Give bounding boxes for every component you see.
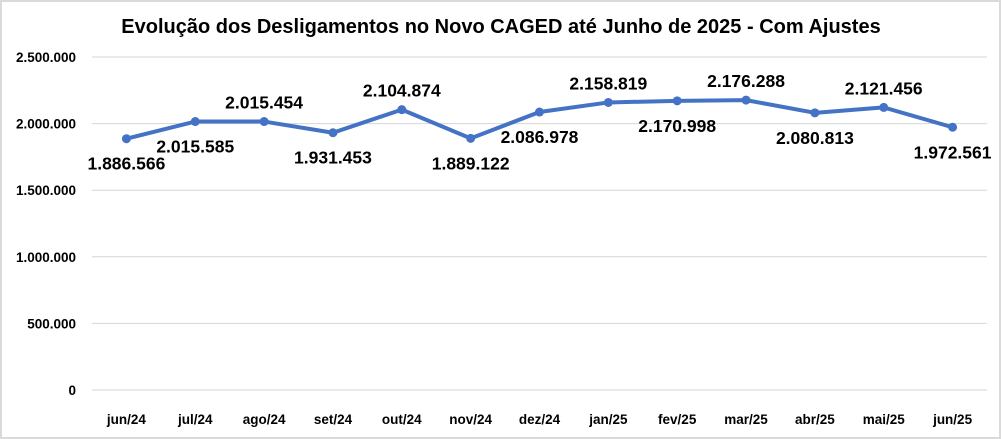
x-axis-tick-label: jan/25 [588,412,628,427]
data-point-marker [672,96,682,106]
series-group [121,95,958,144]
y-axis-tick-label: 1.000.000 [16,250,76,265]
chart-title: Evolução dos Desligamentos no Novo CAGED… [121,16,880,38]
data-point-label: 2.176.288 [707,71,785,91]
data-point-marker [190,117,200,127]
data-point-label: 1.931.453 [294,148,372,168]
y-axis-tick-label: 2.000.000 [16,117,76,132]
data-point-label: 2.104.874 [363,81,441,101]
data-point-label: 2.080.813 [776,128,854,148]
x-axis-tick-label: set/24 [314,412,353,427]
gridlines-group [92,56,987,391]
data-point-marker [948,122,958,132]
data-point-marker [810,108,820,118]
x-axis-tick-label: dez/24 [519,412,561,427]
data-point-marker [466,133,476,143]
x-axis-tick-label: out/24 [382,412,422,427]
x-axis-tick-label: ago/24 [243,412,286,427]
x-axis-tick-labels-group: jun/24 jul/24 ago/24 set/24 out/24 nov/24 dez/… [106,412,973,427]
data-point-label: 1.972.561 [914,142,992,162]
data-point-label: 2.015.585 [156,137,234,157]
x-axis-tick-label: abr/25 [795,412,835,427]
data-point-marker [397,105,407,115]
data-point-label: 2.121.456 [845,78,923,98]
y-axis-tick-label: 2.500.000 [16,50,76,65]
x-axis-tick-label: nov/24 [449,412,492,427]
data-point-marker [879,102,889,112]
data-point-label: 1.889.122 [432,153,510,173]
data-point-label: 2.158.819 [569,73,647,93]
x-axis-tick-label: mar/25 [724,412,768,427]
data-point-marker [121,134,131,144]
x-axis-tick-label: jun/24 [106,412,147,427]
y-axis-tick-label: 500.000 [27,316,76,331]
x-axis-tick-label: mai/25 [863,412,906,427]
y-axis-tick-label: 0 [68,383,76,398]
data-point-label: 1.886.566 [87,154,165,174]
data-point-label: 2.170.998 [638,116,716,136]
data-point-marker [535,107,544,117]
y-axis-tick-labels-group: 0 500.000 1.000.000 1.500.000 2.000.000 2.500… [16,50,76,398]
y-axis-tick-label: 1.500.000 [16,183,76,198]
x-axis-tick-label: jul/24 [177,412,213,427]
data-point-marker [259,117,269,127]
x-axis-tick-label: fev/25 [658,412,697,427]
data-point-label: 2.086.978 [501,127,579,147]
x-axis-tick-label: jun/25 [932,412,973,427]
data-point-label: 2.015.454 [225,93,303,113]
data-point-marker [603,97,613,107]
data-point-marker [741,95,751,105]
data-point-marker [328,128,338,138]
